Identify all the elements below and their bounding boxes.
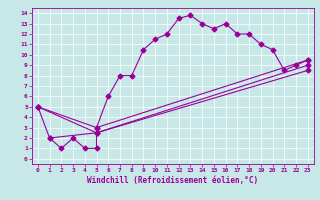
X-axis label: Windchill (Refroidissement éolien,°C): Windchill (Refroidissement éolien,°C) [87,176,258,185]
